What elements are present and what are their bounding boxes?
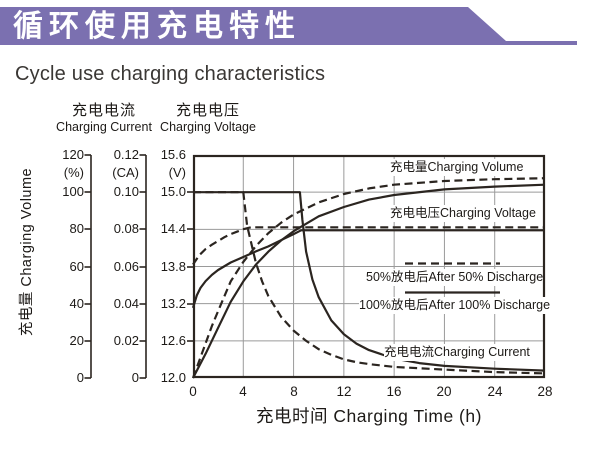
volume-tick: 0 (76, 370, 84, 385)
voltage-tick: 14.4 (160, 221, 186, 236)
current-unit: (CA) (112, 165, 139, 180)
voltage-tick: 12.0 (160, 370, 186, 385)
x-tick: 16 (386, 384, 402, 399)
current-tick: 0.10 (113, 184, 139, 199)
voltage-tick: 12.6 (160, 333, 186, 348)
x-tick: 20 (436, 384, 452, 399)
current-axis-bracket (139, 154, 147, 379)
voltage-tick: 15.6 (160, 147, 186, 162)
x-tick: 12 (336, 384, 352, 399)
curve-voltage_100 (191, 229, 545, 309)
volume-tick: 40 (69, 296, 84, 311)
x-tick: 28 (537, 384, 553, 399)
current-axis-header-zh: 充电电流 (71, 102, 136, 119)
current-tick: 0.02 (113, 333, 139, 348)
current-curve-label: 充电电流Charging Current (384, 344, 530, 361)
volume-tick: 60 (69, 259, 84, 274)
voltage-tick: 13.8 (160, 259, 186, 274)
volume-tick: 80 (69, 221, 84, 236)
curve-volume_100 (192, 183, 546, 379)
curve-current_50 (193, 191, 546, 375)
curve-volume_50 (191, 177, 546, 379)
volume-tick: 20 (69, 333, 84, 348)
volume-axis-bracket (84, 154, 92, 379)
x-axis-title: 充电时间 Charging Time (h) (256, 406, 482, 426)
legend-50-label: 50%放电后After 50% Discharge (366, 269, 544, 286)
curve-voltage_50 (192, 226, 545, 266)
current-tick: 0.04 (113, 296, 139, 311)
legend-100-label: 100%放电后After 100% Discharge (359, 297, 551, 314)
voltage-axis-header: 充电电压 Charging Voltage (152, 102, 264, 135)
page-title-zh: 循环使用充电特性 (13, 10, 301, 43)
x-tick: 8 (290, 384, 298, 399)
current-tick: 0.08 (113, 221, 139, 236)
current-tick: 0 (131, 370, 139, 385)
voltage-tick: 15.0 (160, 184, 186, 199)
current-tick: 0.12 (113, 147, 139, 162)
volume-tick: 120 (62, 147, 84, 162)
curve-current_100 (193, 191, 546, 372)
voltage-axis-header-en: Charging Voltage (160, 120, 256, 134)
current-axis-header-en: Charging Current (56, 120, 152, 134)
volume-unit: (%) (63, 165, 84, 180)
voltage-axis-header-zh: 充电电压 (175, 102, 240, 119)
current-tick: 0.06 (113, 259, 139, 274)
x-tick: 24 (487, 384, 503, 399)
voltage-curve-label: 充电电压Charging Voltage (390, 205, 536, 222)
current-axis-header: 充电电流 Charging Current (48, 102, 160, 135)
page-title-en: Cycle use charging characteristics (15, 63, 326, 85)
volume-tick: 100 (62, 184, 84, 199)
voltage-tick: 13.2 (160, 296, 186, 311)
voltage-unit: (V) (168, 165, 186, 180)
volume-curve-label: 充电量Charging Volume (390, 159, 524, 176)
voltage-axis-ticks (187, 191, 194, 342)
x-tick: 4 (239, 384, 247, 399)
x-tick: 0 (189, 384, 197, 399)
